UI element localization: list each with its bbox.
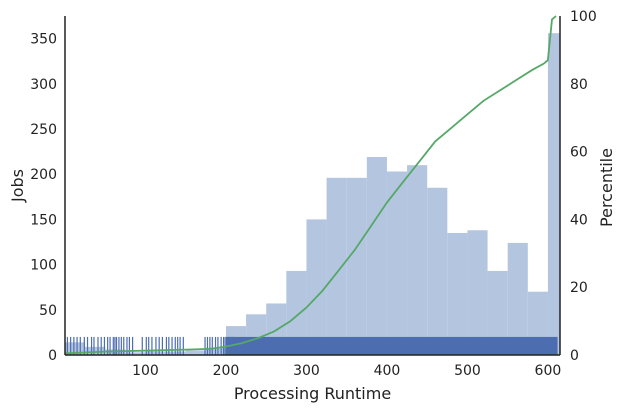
axes-layer: [64, 16, 561, 356]
y2-tick-label: 100: [570, 9, 597, 25]
y-tick-label: 350: [30, 32, 57, 48]
y-tick-label: 200: [30, 167, 57, 183]
rug-layer: [66, 336, 558, 355]
histogram-bar: [366, 157, 387, 355]
y2-tick-label: 0: [570, 348, 579, 364]
y-tick-label: 100: [30, 258, 57, 274]
histogram-bar: [507, 242, 528, 355]
histogram-bar: [125, 352, 146, 355]
histogram-bar: [85, 346, 106, 355]
x-tick-label: 600: [535, 363, 562, 379]
histogram-bar: [407, 165, 428, 355]
histogram-bar: [286, 270, 307, 355]
x-tick-label: 200: [213, 363, 240, 379]
x-tick-label: 400: [374, 363, 401, 379]
y-tick-labels: 0 50 100 150 200 250 300 350: [30, 32, 57, 364]
histogram-bar: [185, 350, 206, 355]
x-axis-title: Processing Runtime: [234, 384, 391, 403]
y-tick-label: 0: [48, 348, 57, 364]
y2-axis-title: Percentile: [597, 148, 616, 227]
y-tick-label: 250: [30, 122, 57, 138]
histogram-bar: [427, 187, 448, 355]
y-tick-label: 300: [30, 77, 57, 93]
percentile-line: [64, 15, 557, 355]
x-tick-labels: 100 200 300 400 500 600: [132, 363, 561, 379]
x-tick-label: 300: [293, 363, 320, 379]
y2-tick-labels: 0 20 40 60 80 100: [570, 9, 597, 364]
percentile-line-layer: [64, 15, 557, 355]
y-axis-title: Jobs: [8, 169, 27, 203]
y2-tick-label: 80: [570, 77, 588, 93]
histogram-bar: [447, 232, 468, 355]
histogram-bar: [547, 33, 560, 356]
histogram-bar: [467, 230, 488, 355]
histogram-bar: [306, 219, 327, 355]
histogram-bar: [386, 171, 408, 355]
histogram-bar: [326, 177, 347, 355]
histogram-bar: [487, 270, 508, 355]
y-tick-label: 50: [39, 303, 57, 319]
rug-dense-band: [225, 336, 558, 355]
x-tick-label: 500: [454, 363, 481, 379]
y-tick-label: 150: [30, 212, 57, 228]
y2-tick-label: 20: [570, 280, 588, 296]
y2-tick-label: 60: [570, 145, 588, 161]
bars-layer: [65, 33, 560, 356]
y2-tick-label: 40: [570, 212, 588, 228]
histogram-bar: [346, 177, 367, 355]
x-tick-label: 100: [132, 363, 159, 379]
